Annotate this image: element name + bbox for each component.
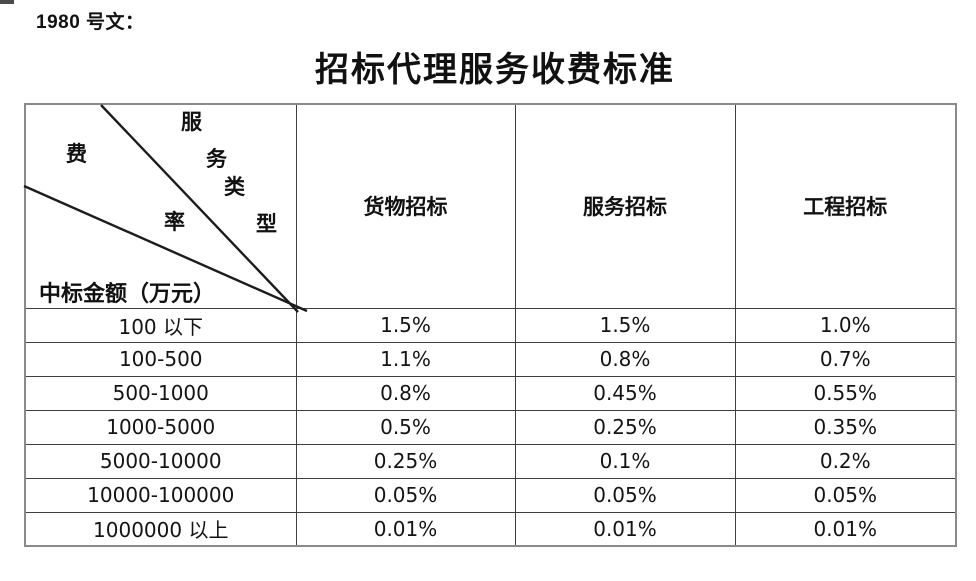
corner-service-type-char: 服 xyxy=(181,110,202,134)
rate-cell: 0.8% xyxy=(295,375,516,411)
page-title: 招标代理服务收费标准 xyxy=(315,52,675,89)
rate-cell: 0.01% xyxy=(295,511,516,547)
rate-cell: 1.5% xyxy=(514,307,736,343)
rate-cell: 0.8% xyxy=(514,341,736,377)
rate-cell: 0.05% xyxy=(295,477,516,513)
corner-fee-rate-char: 率 xyxy=(164,210,185,234)
rate-cell: 0.55% xyxy=(734,375,957,411)
corner-service-type-char: 务 xyxy=(206,147,227,171)
rate-cell: 0.2% xyxy=(734,443,957,479)
column-header-services-bidding: 服务招标 xyxy=(514,103,736,309)
rate-cell: 0.5% xyxy=(295,409,516,445)
rate-cell: 0.05% xyxy=(514,477,736,513)
fee-table: 服 务 类 型 费 率 中标金额（万元） 货物招标 服务招标 工程招标 100 … xyxy=(23,103,957,547)
column-header-goods-bidding: 货物招标 xyxy=(295,103,516,309)
amount-range-cell: 500-1000 xyxy=(24,375,297,411)
rate-cell: 0.7% xyxy=(734,341,957,377)
corner-amount-label: 中标金额（万元） xyxy=(39,281,216,306)
amount-range-cell: 100-500 xyxy=(24,341,297,377)
rate-cell: 0.45% xyxy=(514,375,736,411)
diagonal-split-lines xyxy=(23,104,308,313)
table-row: 500-1000 0.8% 0.45% 0.55% xyxy=(24,375,957,411)
corner-service-type-char: 类 xyxy=(224,175,245,199)
rate-cell: 0.25% xyxy=(514,409,736,445)
table-row: 100 以下 1.5% 1.5% 1.0% xyxy=(24,307,957,343)
table-row: 1000000 以上 0.01% 0.01% 0.01% xyxy=(24,511,957,547)
rate-cell: 0.35% xyxy=(734,409,957,445)
amount-range-cell: 1000-5000 xyxy=(24,409,297,445)
rate-cell: 0.05% xyxy=(734,477,957,513)
table-row: 10000-100000 0.05% 0.05% 0.05% xyxy=(24,477,957,513)
corner-fee-rate-char: 费 xyxy=(66,142,87,166)
table-row: 100-500 1.1% 0.8% 0.7% xyxy=(24,341,957,377)
table-row: 1000-5000 0.5% 0.25% 0.35% xyxy=(24,409,957,445)
rate-cell: 0.25% xyxy=(295,443,516,479)
column-header-works-bidding: 工程招标 xyxy=(734,103,957,309)
rate-cell: 0.1% xyxy=(514,443,736,479)
amount-range-cell: 100 以下 xyxy=(24,307,297,343)
amount-range-cell: 10000-100000 xyxy=(24,477,297,513)
corner-service-type-char: 型 xyxy=(256,212,277,236)
rate-cell: 1.5% xyxy=(295,307,516,343)
amount-range-cell: 5000-10000 xyxy=(24,443,297,479)
rate-cell: 1.0% xyxy=(734,307,957,343)
table-row: 5000-10000 0.25% 0.1% 0.2% xyxy=(24,443,957,479)
rate-cell: 1.1% xyxy=(295,341,516,377)
table-header-row: 服 务 类 型 费 率 中标金额（万元） 货物招标 服务招标 工程招标 xyxy=(23,103,957,313)
table-corner-cell: 服 务 类 型 费 率 中标金额（万元） xyxy=(23,103,308,313)
corner-artifact xyxy=(0,0,14,4)
amount-range-cell: 1000000 以上 xyxy=(24,511,297,547)
rate-cell: 0.01% xyxy=(734,511,957,547)
doc-ref-label: 1980 号文： xyxy=(36,12,145,33)
rate-cell: 0.01% xyxy=(514,511,736,547)
